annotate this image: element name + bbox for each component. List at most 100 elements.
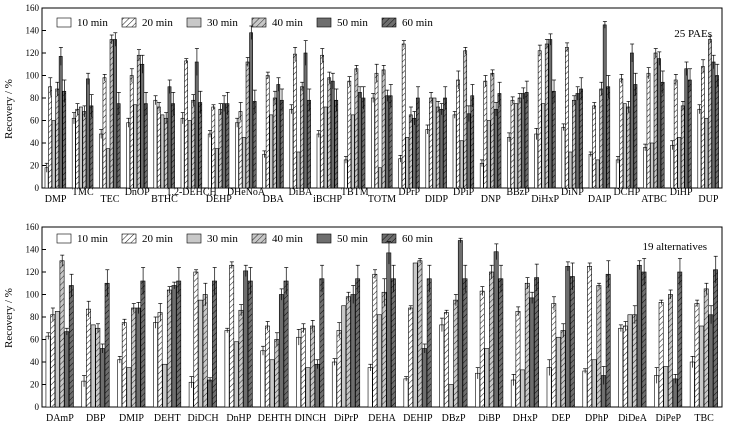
y-tick-label: 100 (26, 71, 40, 81)
x-category-label: DBP (86, 413, 106, 424)
bar-20-min-DiBA (293, 53, 297, 189)
bar-20-min-BTHC (157, 106, 161, 189)
bar-20-min-DMIP (121, 322, 127, 408)
bar-20-min-DiNP (565, 47, 569, 189)
bar-20-min-TEC (102, 77, 107, 189)
bar-30-min-DiPeP (663, 366, 669, 408)
bar-60-min-DPiP (470, 95, 475, 189)
bottom-panel-chart: Recovery / % 19 alternatives 10 min 20 m… (3, 222, 723, 424)
legend-item: 10 min (56, 233, 108, 245)
x-category-label: DMIP (119, 413, 144, 424)
bar-50-min-DEHA (386, 252, 392, 408)
y-tick-label: 160 (26, 222, 40, 232)
bar-40-min-DAmP (59, 260, 65, 408)
bar-10-min-DINCH (296, 336, 302, 408)
bar-40-min-DnHP (238, 309, 244, 408)
bar-10-min-BTHC (153, 99, 158, 189)
bar-40-min-DBzP (453, 299, 459, 408)
bar-60-min-DBA (279, 99, 284, 189)
bar-60-min-DiPrP (355, 278, 361, 408)
legend-swatch (121, 233, 137, 244)
bar-40-min-TEC (109, 39, 114, 189)
legend-item: 40 min (251, 17, 303, 29)
x-category-label: DPiP (453, 187, 475, 198)
x-category-label: DAmP (46, 413, 74, 424)
bar-60-min-DPhP (605, 273, 611, 408)
x-category-label: DBA (263, 194, 285, 205)
bar-10-min-DEHT (153, 322, 158, 408)
bar-50-min-BTHC (167, 86, 172, 189)
bar-10-min-DiHP (670, 144, 675, 189)
bar-40-min-DiHxP (544, 43, 549, 189)
x-category-label: iBCHP (313, 194, 342, 205)
bar-20-min-BBzP (510, 99, 515, 189)
y-tick-label: 40 (30, 138, 40, 148)
bar-30-min-DEHT (162, 363, 168, 408)
bar-40-min-DiPeP (668, 294, 673, 408)
bar-40-min-DiBA (300, 86, 304, 189)
bar-20-min-DiHP (673, 79, 678, 189)
bar-10-min-BBzP (507, 137, 511, 189)
bar-40-min-DiNP (572, 99, 576, 189)
x-category-label: DiNP (561, 187, 584, 198)
bar-20-min-DMP (48, 86, 52, 189)
bar-10-min-DAIP (588, 153, 593, 189)
x-category-label: DiHxP (531, 194, 559, 205)
bar-50-min-DUP (711, 61, 716, 189)
bar-30-min-TBC (699, 325, 705, 408)
bar-30-min-TBTM (350, 114, 355, 189)
bar-60-min-DAIP (606, 86, 611, 189)
bar-30-min-DCHP (622, 103, 627, 189)
y-tick-label: 60 (30, 116, 40, 126)
y-tick-label: 0 (35, 183, 40, 193)
bar-40-min-DPhP (596, 285, 602, 408)
bar-40-min-DEHT (166, 289, 172, 408)
bar-10-min-DIDP (425, 129, 430, 189)
legend-swatch (56, 17, 72, 28)
bar-10-min-DUP (697, 108, 702, 189)
bar-40-min-DEHA (381, 291, 387, 408)
bar-10-min-TEC (99, 133, 103, 189)
x-category-label: DiBA (288, 187, 313, 198)
x-category-label: TBTM (341, 187, 369, 198)
bar-50-min-DAmP (64, 331, 70, 408)
bar-30-min-DBA (269, 114, 274, 189)
top-panel-chart: Recovery / % 25 PAEs 10 min 20 min 30 mi… (3, 3, 723, 205)
bar-40-min-DnOP (136, 54, 141, 189)
x-category-label: DnOP (125, 187, 150, 198)
bar-40-min-DCHP (626, 106, 631, 189)
bar-60-min-DiNP (579, 88, 583, 189)
bar-60-min-TBTM (361, 97, 366, 189)
bar-40-min-TBC (703, 288, 709, 408)
legend-swatch (251, 17, 267, 28)
bar-30-min-DnOP (133, 104, 138, 189)
bar-20-min-DPhP (587, 266, 592, 408)
bar-40-min-DEHIP (417, 260, 423, 408)
x-category-label: DEHA (368, 413, 397, 424)
legend-swatch (56, 233, 72, 244)
legend-label: 30 min (207, 17, 238, 29)
bar-20-min-DBA (265, 75, 270, 189)
x-category-label: DEHP (206, 194, 233, 205)
bar-20-min-DINCH (300, 327, 306, 408)
x-category-label: DNP (481, 194, 501, 205)
bar-60-min-DAmP (68, 285, 74, 408)
bar-40-min-DiBP (489, 271, 494, 408)
bar-20-min-DCHP (619, 78, 624, 189)
x-category-label: DCHP (613, 187, 640, 198)
bar-40-min-DBP (95, 327, 101, 408)
bar-60-min-iBCHP (334, 99, 339, 189)
legend-item: 30 min (186, 17, 238, 29)
x-category-label: DPhP (585, 413, 609, 424)
bar-50-min-TBTM (358, 92, 362, 189)
bar-30-min-DBzP (448, 384, 454, 408)
bar-20-min-DEP (551, 303, 557, 408)
bar-30-min-DnHP (233, 341, 239, 408)
bar-10-min-ATBC (643, 147, 647, 189)
x-category-label: DHxP (513, 413, 538, 424)
legend-label: 20 min (142, 17, 173, 29)
bar-10-min-DCHP (615, 159, 620, 189)
bar-60-min-TEC (116, 103, 121, 189)
bar-50-min-DPrP (412, 117, 417, 189)
bar-40-min-DEHP (218, 108, 223, 189)
